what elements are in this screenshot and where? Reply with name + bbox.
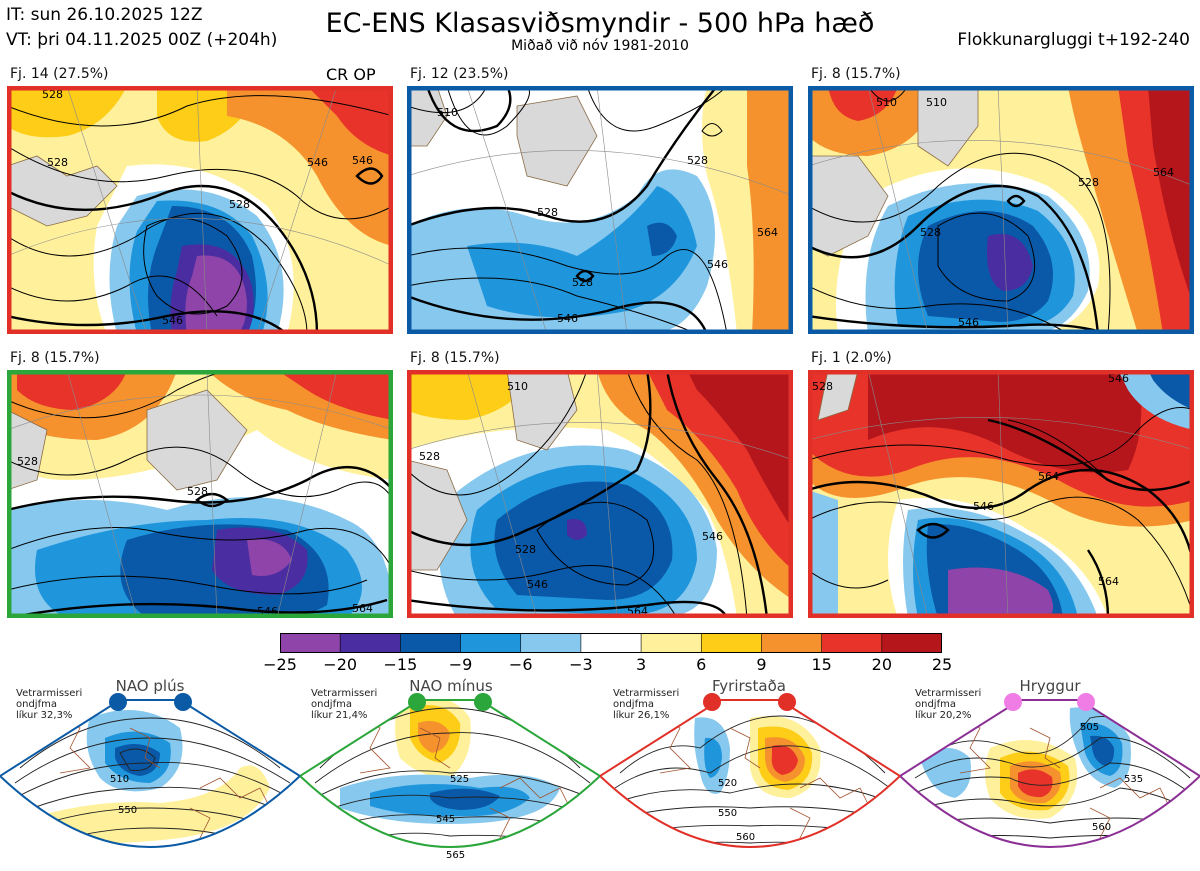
regime-nao-minus: 525 545 565 [300,678,600,871]
contour-label: 528 [42,88,63,101]
contour-label: 528 [687,154,708,167]
regime-info: Vetrarmisseri ondjfma líkur 26,1% [613,688,680,721]
regime-title: Fyrirstaða [712,677,786,695]
contour-label: 510 [110,774,129,785]
colorbar-tick-label: 25 [931,655,953,674]
contour-label: 510 [507,380,528,393]
colorbar-cell [520,633,582,653]
regime-info: Vetrarmisseri ondjfma líkur 21,4% [311,688,378,721]
contour-label: 535 [1124,774,1143,785]
contour-label: 546 [557,312,578,325]
contour-label: 528 [47,156,68,169]
page-subtitle: Miðað við nóv 1981-2010 [511,38,689,54]
contour-label: 546 [973,500,994,513]
anomaly-colorbar [280,633,942,653]
contour-label: 550 [718,808,737,819]
colorbar-tick-label: −9 [448,655,473,674]
contour-label: 546 [307,156,328,169]
contour-label: 564 [352,602,373,615]
contour-label: 546 [958,316,979,329]
contour-label: 528 [537,206,558,219]
contour-label: 528 [812,380,833,393]
classification-window: Flokkunargluggi t+192-240 [957,30,1190,50]
contour-label: 564 [1038,470,1059,483]
colorbar-cell [881,633,942,653]
contour-label: 510 [926,96,947,109]
contour-label: 528 [187,485,208,498]
colorbar-cell [700,633,763,653]
panel-label: Fj. 12 (23.5%) [410,66,509,82]
contour-label: 564 [1098,575,1119,588]
contour-label: 546 [527,578,548,591]
colorbar-cell [580,633,642,653]
cluster-map-6: 528 546 546 564 564 [808,370,1194,618]
regime-title: NAO plús [115,677,185,695]
contour-label: 528 [515,543,536,556]
contour-label: 546 [702,530,723,543]
cr-op-label: CR OP [326,65,376,84]
cluster-map-1: 528 528 546 546 546 528 [7,86,393,334]
colorbar-tick-label: −25 [263,655,297,674]
colorbar-cell [280,633,341,653]
colorbar-cell [339,633,402,653]
valid-time: VT: þri 04.11.2025 00Z (+204h) [6,30,278,50]
cluster-map-5: 510 528 528 546 546 564 [407,370,793,618]
contour-label: 564 [1153,166,1174,179]
contour-label: 565 [446,850,465,861]
contour-label: 505 [1080,722,1099,733]
regime-title: NAO mínus [409,677,493,695]
regime-info: Vetrarmisseri ondjfma líkur 20,2% [915,688,982,721]
contour-label: 528 [1078,176,1099,189]
cluster-map-2: 510 528 528 546 546 528 564 [407,86,793,334]
colorbar-tick-label: −6 [508,655,533,674]
contour-label: 546 [707,258,728,271]
colorbar-tick-label: 20 [871,655,892,674]
colorbar-cell [460,633,522,653]
contour-label: 528 [572,276,593,289]
contour-label: 510 [437,106,458,119]
colorbar-tick-label: 6 [696,655,707,674]
regime-nao-plus: 510 550 [0,678,300,871]
colorbar-cell [761,633,823,653]
contour-label: 525 [450,774,469,785]
contour-label: 528 [920,226,941,239]
contour-label: 546 [162,314,183,327]
contour-label: 510 [876,96,897,109]
colorbar-tick-label: 15 [811,655,832,674]
colorbar-tick-label: −20 [323,655,358,674]
init-time: IT: sun 26.10.2025 12Z [6,5,203,25]
contour-label: 546 [352,154,373,167]
panel-label: Fj. 8 (15.7%) [811,66,901,82]
regime-info: Vetrarmisseri ondjfma líkur 32,3% [16,688,83,721]
colorbar-tick-label: 3 [635,655,647,674]
regime-ridge: 505 535 560 [900,678,1200,871]
cluster-map-4: 528 528 546 564 [7,370,393,618]
contour-label: 545 [436,814,455,825]
contour-label: 550 [118,805,137,816]
panel-label: Fj. 8 (15.7%) [410,350,500,366]
colorbar-tick-label: −3 [569,655,593,674]
contour-label: 528 [419,450,440,463]
panel-label: Fj. 14 (27.5%) [10,66,109,82]
contour-label: 564 [757,226,778,239]
colorbar-tick-label: 9 [756,655,767,674]
contour-label: 528 [229,198,250,211]
regime-blocking: 520 550 560 [600,678,900,871]
colorbar-cell [400,633,462,653]
page-title: EC-ENS Klasasviðsmyndir - 500 hPa hæð [325,8,875,39]
contour-label: 560 [736,832,755,843]
regime-title: Hryggur [1019,677,1081,695]
contour-label: 520 [718,778,737,789]
contour-label: 528 [17,455,38,468]
colorbar-cell [640,633,703,653]
cluster-map-3: 510 510 528 528 546 564 [808,86,1194,334]
contour-label: 560 [1092,822,1111,833]
contour-label: 546 [1108,372,1129,385]
panel-label: Fj. 1 (2.0%) [811,350,892,366]
colorbar-tick-label: −15 [383,655,418,674]
colorbar-cell [821,633,883,653]
panel-label: Fj. 8 (15.7%) [10,350,100,366]
